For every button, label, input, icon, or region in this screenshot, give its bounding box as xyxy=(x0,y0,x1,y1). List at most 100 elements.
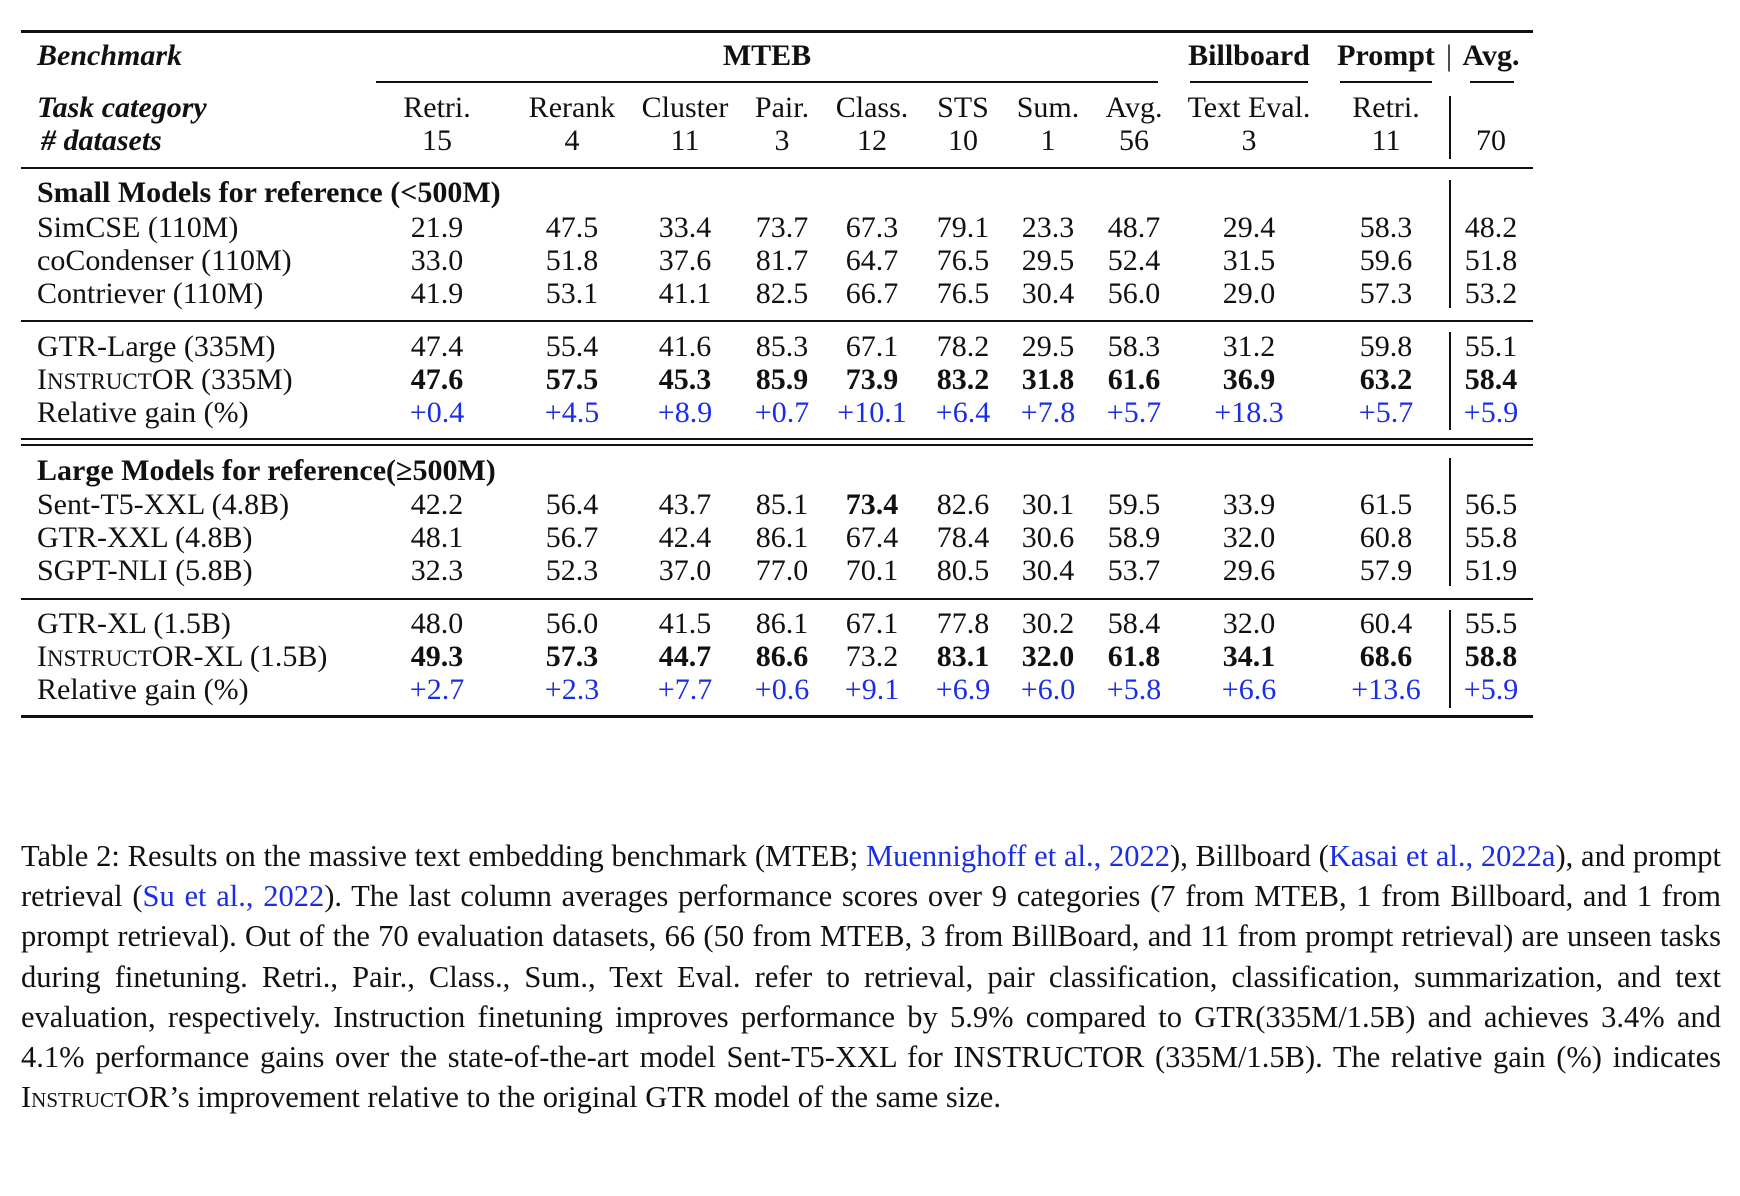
model-name: SGPT-NLI (5.8B) xyxy=(37,554,253,587)
relative-gain-cell: +6.9 xyxy=(935,673,991,706)
column-dataset-count: 3 xyxy=(774,124,790,157)
score-cell: 30.4 xyxy=(1021,554,1075,587)
score-cell: 32.0 xyxy=(1021,640,1075,673)
score-cell: 78.2 xyxy=(936,330,990,363)
score-cell: 47.5 xyxy=(545,211,599,244)
score-cell: 68.6 xyxy=(1359,640,1413,673)
score-cell: 58.8 xyxy=(1464,640,1518,673)
billboard-underline xyxy=(1190,81,1308,83)
score-cell: 56.5 xyxy=(1464,488,1518,521)
avg-separator xyxy=(1449,180,1451,308)
relative-gain-cell: +0.7 xyxy=(754,396,810,429)
score-cell: 56.0 xyxy=(1107,277,1161,310)
score-cell: 86.1 xyxy=(755,521,809,554)
score-cell: 73.2 xyxy=(845,640,899,673)
score-cell: 58.4 xyxy=(1107,607,1161,640)
score-cell: 43.7 xyxy=(658,488,712,521)
score-cell: 56.4 xyxy=(545,488,599,521)
relative-gain-cell: +6.6 xyxy=(1221,673,1277,706)
avg-underline xyxy=(1470,81,1514,83)
score-cell: 42.2 xyxy=(410,488,464,521)
score-cell: 42.4 xyxy=(658,521,712,554)
relative-gain-cell: +0.4 xyxy=(409,396,465,429)
section1-rule xyxy=(21,320,1533,322)
score-cell: 77.8 xyxy=(936,607,990,640)
score-cell: 32.0 xyxy=(1222,521,1276,554)
avg-separator xyxy=(1449,458,1451,586)
benchmark-label: Benchmark xyxy=(37,39,183,72)
column-header-name: Rerank xyxy=(528,91,616,124)
score-cell: 31.5 xyxy=(1222,244,1276,277)
score-cell: 47.6 xyxy=(410,363,464,396)
mteb-underline xyxy=(376,81,1158,83)
model-name: Contriever (110M) xyxy=(37,277,264,310)
column-header-name: Text Eval. xyxy=(1187,91,1311,124)
caption-text: ), and prompt retrieval ( xyxy=(21,839,1721,914)
section3-rule xyxy=(21,598,1533,600)
score-cell: 76.5 xyxy=(936,277,990,310)
score-cell: 73.4 xyxy=(845,488,899,521)
score-cell: 57.3 xyxy=(545,640,599,673)
score-cell: 44.7 xyxy=(658,640,712,673)
model-name: INSTRUCTOR (335M) xyxy=(37,362,293,400)
caption-text: ), Billboard ( xyxy=(1170,839,1329,873)
relative-gain-cell: +5.7 xyxy=(1106,396,1162,429)
score-cell: 64.7 xyxy=(845,244,899,277)
score-cell: 55.8 xyxy=(1464,521,1518,554)
score-cell: 56.0 xyxy=(545,607,599,640)
score-cell: 58.3 xyxy=(1107,330,1161,363)
score-cell: 48.0 xyxy=(410,607,464,640)
relative-gain-cell: +2.7 xyxy=(409,673,465,706)
relative-gain-cell: +6.4 xyxy=(935,396,991,429)
caption-text: ). The last column averages performance … xyxy=(21,879,1721,1075)
table-top-rule xyxy=(21,30,1533,33)
citation-link[interactable]: Kasai et al., 2022a xyxy=(1328,839,1556,873)
score-cell: 37.0 xyxy=(658,554,712,587)
score-cell: 33.0 xyxy=(410,244,464,277)
avg-group-label: Avg. xyxy=(1462,39,1520,72)
score-cell: 67.3 xyxy=(845,211,899,244)
table-bottom-rule xyxy=(21,715,1533,718)
avg-separator xyxy=(1449,332,1451,430)
score-cell: 55.1 xyxy=(1464,330,1518,363)
caption-text: Table 2: Results on the massive text emb… xyxy=(21,839,866,873)
score-cell: 48.7 xyxy=(1107,211,1161,244)
relative-gain-cell: +7.7 xyxy=(657,673,713,706)
score-cell: 61.6 xyxy=(1107,363,1161,396)
column-header-name: Class. xyxy=(835,91,909,124)
double-rule-a xyxy=(21,438,1533,440)
table-caption: Table 2: Results on the massive text emb… xyxy=(21,836,1721,1117)
score-cell: 33.9 xyxy=(1222,488,1276,521)
score-cell: 51.9 xyxy=(1464,554,1518,587)
score-cell: 52.3 xyxy=(545,554,599,587)
task-category-label: Task category xyxy=(37,91,207,124)
score-cell: 33.4 xyxy=(658,211,712,244)
model-size: (335M) xyxy=(193,363,293,396)
double-rule-b xyxy=(21,444,1533,446)
column-dataset-count: 56 xyxy=(1119,124,1149,157)
column-dataset-count: 3 xyxy=(1241,124,1257,157)
citation-link[interactable]: Su et al., 2022 xyxy=(142,879,325,914)
citation-link[interactable]: Muennighoff et al., 2022 xyxy=(865,839,1171,873)
score-cell: 67.1 xyxy=(845,330,899,363)
model-name: coCondenser (110M) xyxy=(37,244,292,277)
model-name: GTR-Large (335M) xyxy=(37,330,276,363)
score-cell: 63.2 xyxy=(1359,363,1413,396)
score-cell: 83.1 xyxy=(936,640,990,673)
score-cell: 85.3 xyxy=(755,330,809,363)
score-cell: 85.1 xyxy=(755,488,809,521)
avg-separator xyxy=(1449,610,1451,708)
score-cell: 41.1 xyxy=(658,277,712,310)
prompt-group-label: Prompt xyxy=(1337,39,1435,72)
score-cell: 85.9 xyxy=(755,363,809,396)
score-cell: 48.1 xyxy=(410,521,464,554)
score-cell: 29.4 xyxy=(1222,211,1276,244)
column-header-name: Pair. xyxy=(754,91,810,124)
score-cell: 48.2 xyxy=(1464,211,1518,244)
score-cell: 82.5 xyxy=(755,277,809,310)
score-cell: 37.6 xyxy=(658,244,712,277)
score-cell: 45.3 xyxy=(658,363,712,396)
score-cell: 34.1 xyxy=(1222,640,1276,673)
relative-gain-cell: +18.3 xyxy=(1214,396,1284,429)
model-name-part: NSTRUCT xyxy=(47,646,152,671)
